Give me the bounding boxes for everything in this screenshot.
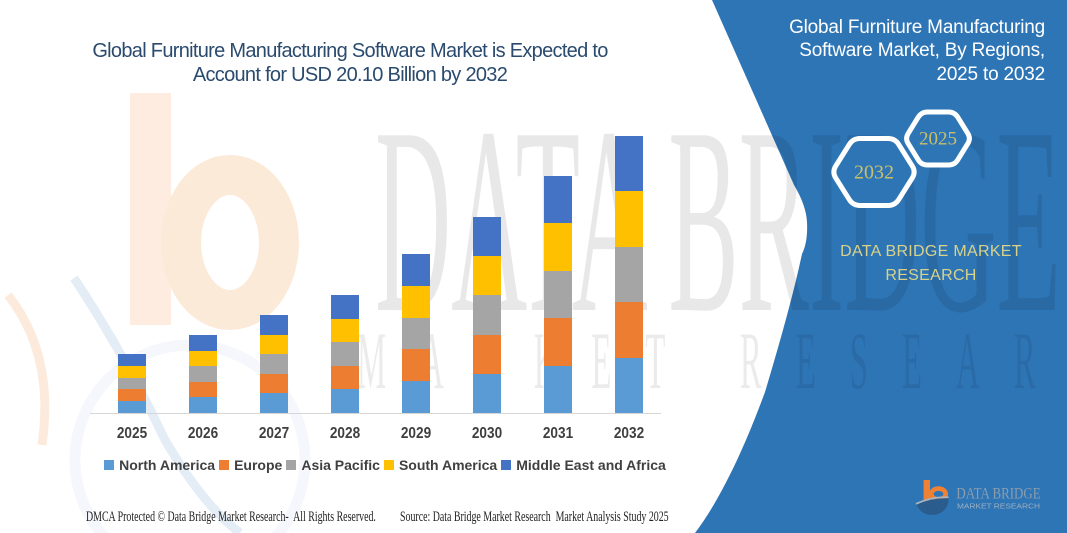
svg-text:2032: 2032 xyxy=(854,162,894,184)
svg-text:2025: 2025 xyxy=(919,129,957,150)
svg-text:DATA BRIDGE: DATA BRIDGE xyxy=(956,486,1040,503)
svg-text:MARKET RESEARCH: MARKET RESEARCH xyxy=(957,502,1040,511)
